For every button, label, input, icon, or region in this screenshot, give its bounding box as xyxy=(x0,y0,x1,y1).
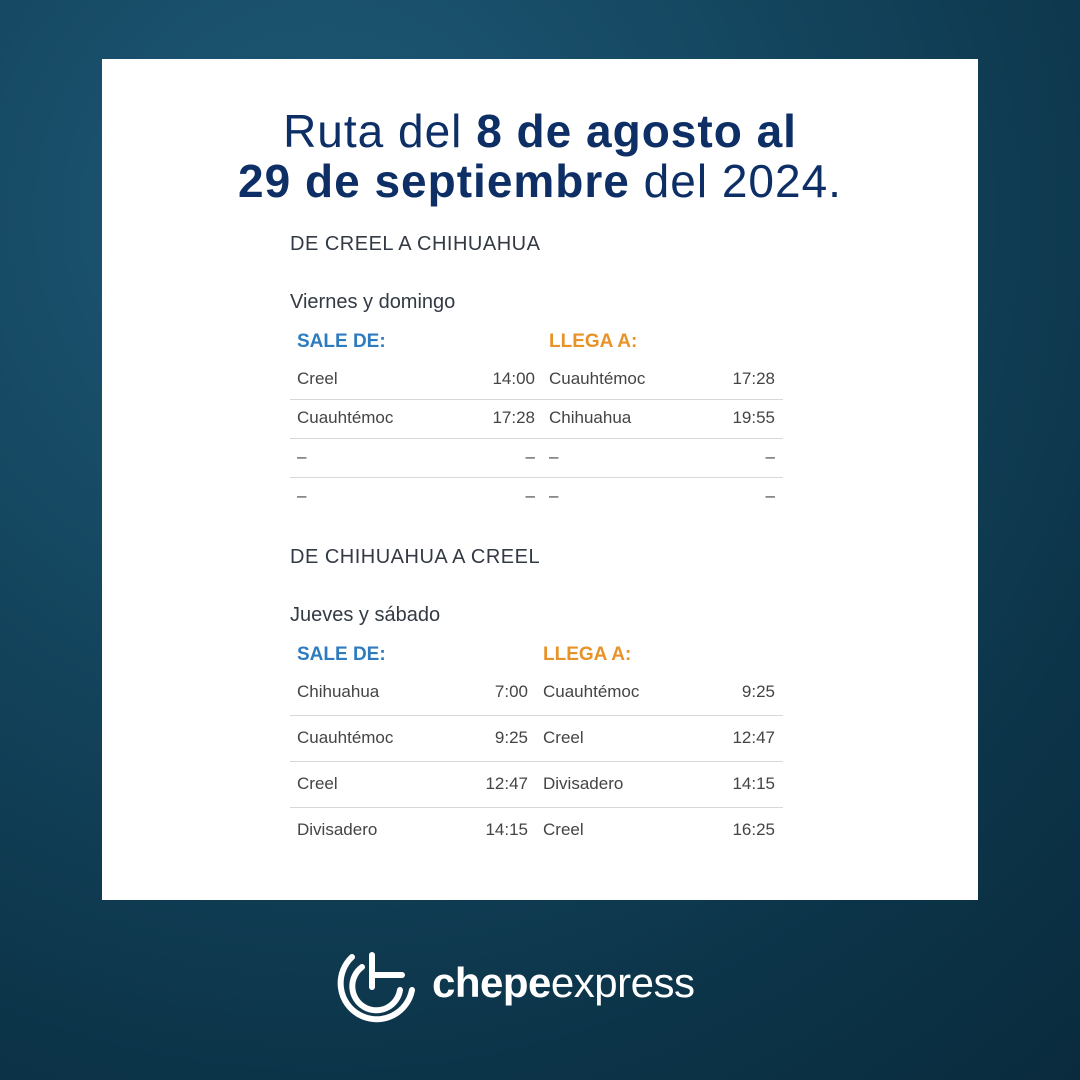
from-station: Creel xyxy=(297,774,338,793)
from-time: 17:28 xyxy=(492,408,535,427)
title-text: Ruta del xyxy=(283,105,477,157)
section-heading: DE CHIHUAHUA A CREEL xyxy=(290,546,541,568)
from-time: 7:00 xyxy=(494,682,528,701)
title-text: del 2024. xyxy=(629,155,842,207)
from-station: Creel xyxy=(297,369,338,388)
title-line: 29 de septiembre del 2024. xyxy=(102,154,978,208)
to-time: 19:55 xyxy=(732,408,775,427)
to-station: Creel xyxy=(543,728,584,747)
to-time: – xyxy=(765,486,775,505)
to-time: 14:15 xyxy=(732,774,775,793)
to-station: – xyxy=(549,447,559,466)
title-bold: 29 de septiembre xyxy=(238,155,630,207)
from-station: – xyxy=(297,447,307,466)
row-separator xyxy=(290,437,783,439)
to-time: 16:25 xyxy=(732,820,775,839)
to-station: Divisadero xyxy=(543,774,624,793)
to-time: – xyxy=(765,447,775,466)
row-separator xyxy=(290,715,783,716)
logo-text: chepeexpress xyxy=(432,959,695,1007)
to-time: 9:25 xyxy=(741,682,775,701)
from-station: Divisadero xyxy=(297,820,378,839)
arrive-label: LLEGA A: xyxy=(549,331,638,352)
row-separator xyxy=(290,761,783,762)
to-station: – xyxy=(549,486,559,505)
section-heading: DE CREEL A CHIHUAHUA xyxy=(290,233,541,255)
title-line: Ruta del 8 de agosto al xyxy=(102,104,978,158)
depart-label: SALE DE: xyxy=(297,644,386,665)
from-station: Cuauhtémoc xyxy=(297,728,394,747)
row-separator xyxy=(290,398,783,400)
section-days: Jueves y sábado xyxy=(290,604,441,626)
from-station: Chihuahua xyxy=(297,682,380,701)
from-time: 14:15 xyxy=(485,820,528,839)
section-days: Viernes y domingo xyxy=(290,291,456,313)
logo-bold: chepe xyxy=(432,959,551,1006)
to-station: Cuauhtémoc xyxy=(549,369,646,388)
from-time: 12:47 xyxy=(485,774,528,793)
title-bold: 8 de agosto al xyxy=(476,105,797,157)
logo: chepeexpress xyxy=(332,945,752,1025)
to-time: 17:28 xyxy=(732,369,775,388)
to-station: Creel xyxy=(543,820,584,839)
row-separator xyxy=(290,476,783,478)
row-separator xyxy=(290,807,783,808)
logo-regular: express xyxy=(550,959,695,1006)
from-station: Cuauhtémoc xyxy=(297,408,394,427)
logo-icon xyxy=(337,952,415,1023)
to-station: Cuauhtémoc xyxy=(543,682,640,701)
to-time: 12:47 xyxy=(732,728,775,747)
to-station: Chihuahua xyxy=(549,408,632,427)
from-time: – xyxy=(525,486,535,505)
from-station: – xyxy=(297,486,307,505)
depart-label: SALE DE: xyxy=(297,331,386,352)
from-time: – xyxy=(525,447,535,466)
schedule-card: Ruta del 8 de agosto al 29 de septiembre… xyxy=(102,59,978,900)
from-time: 14:00 xyxy=(492,369,535,388)
arrive-label: LLEGA A: xyxy=(543,644,632,665)
from-time: 9:25 xyxy=(494,728,528,747)
